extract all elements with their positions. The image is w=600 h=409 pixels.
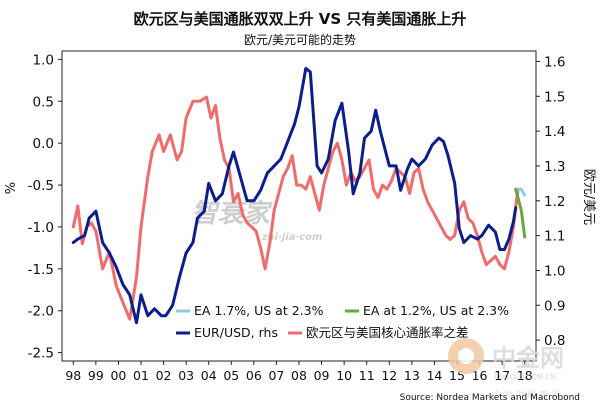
y-tick-label-left: 1.0 — [33, 52, 54, 68]
series-layer — [71, 66, 527, 325]
x-tick-label: 09 — [314, 368, 330, 383]
logo-sub: 中 文 财 经 新 闻 — [492, 389, 560, 401]
y-tick-label-left: -2.0 — [28, 304, 54, 320]
y-tick-label-right: 1.0 — [544, 263, 565, 279]
x-tick-label: 17 — [494, 368, 510, 383]
x-tick-label: 14 — [426, 368, 442, 383]
x-tick-label: 01 — [133, 368, 149, 383]
y-tick-label-right: 0.8 — [544, 333, 565, 349]
x-tick-label: 12 — [381, 368, 397, 383]
y-axis-label-right-text: 欧元/美元 — [581, 169, 596, 225]
series-line — [71, 95, 520, 321]
axes: 1.0 0.5 0.0 -0.5 -1.0 -1.5 -2.0 -2.5 1.6 1.5 1.4 1.… — [28, 52, 566, 383]
y-tick-label-right: 1.3 — [544, 159, 565, 175]
x-tick-label: 07 — [268, 368, 284, 383]
y-tick-label-right: 1.2 — [544, 194, 565, 210]
x-tick-label: 13 — [404, 368, 420, 383]
x-tick-label: 10 — [336, 368, 352, 383]
y-axis-label-right: 欧元/美元 — [581, 169, 596, 225]
logo-text: 中金网 — [492, 344, 564, 372]
x-tick-label: 04 — [201, 368, 217, 383]
y-tick-label-left: -1.5 — [28, 262, 54, 278]
y-tick-label-left: -0.5 — [28, 178, 54, 194]
logo-url: CNGOLD.COM.CN — [494, 373, 555, 381]
x-tick-label: 08 — [291, 368, 307, 383]
y-tick-label-right: 1.6 — [544, 54, 565, 70]
x-tick-label: 16 — [472, 368, 488, 383]
y-tick-label-left: 0.0 — [33, 136, 54, 152]
logo-inner-icon — [458, 348, 474, 364]
series-line — [514, 187, 527, 239]
watermark-subtext: zhi·jia·com — [261, 232, 323, 243]
y-tick-label-right: 1.4 — [544, 124, 565, 140]
logo-watermark: 中金网 CNGOLD.COM.CN 中 文 财 经 新 闻 — [448, 338, 564, 401]
legend-label: EUR/USD, rhs — [194, 325, 278, 340]
source-note: Source: Nordea Markets and Macrobond — [400, 393, 580, 403]
x-tick-label: 05 — [223, 368, 239, 383]
y-tick-label-right: 1.1 — [544, 229, 565, 245]
y-tick-label-left: -2.5 — [28, 346, 54, 362]
y-tick-label-left: 0.5 — [33, 94, 54, 110]
legend: EA 1.7%, US at 2.3% EA at 1.2%, US at 2.3… — [176, 303, 509, 340]
x-tick-label: 99 — [88, 368, 104, 383]
chart-title: 欧元区与美国通胀双双上升 VS 只有美国通胀上升 — [134, 10, 467, 28]
series-line — [514, 187, 527, 197]
x-tick-label: 98 — [65, 368, 81, 383]
x-tick-label: 00 — [110, 368, 126, 383]
y-tick-label-right: 0.9 — [544, 298, 565, 314]
y-tick-label-right: 1.5 — [544, 89, 565, 105]
x-tick-label: 18 — [517, 368, 533, 383]
legend-label: EA at 1.2%, US at 2.3% — [363, 303, 509, 318]
x-tick-label: 02 — [156, 368, 172, 383]
legend-label: 欧元区与美国核心通胀率之差 — [306, 325, 469, 340]
y-axis-label-left: % — [4, 182, 19, 194]
x-tick-label: 06 — [246, 368, 262, 383]
series-line — [71, 66, 518, 325]
y-tick-label-left: -1.0 — [28, 220, 54, 236]
x-tick-label: 11 — [359, 368, 375, 383]
chart-subtitle: 欧元/美元可能的走势 — [244, 32, 356, 47]
x-tick-label: 03 — [178, 368, 194, 383]
legend-label: EA 1.7%, US at 2.3% — [194, 303, 324, 318]
